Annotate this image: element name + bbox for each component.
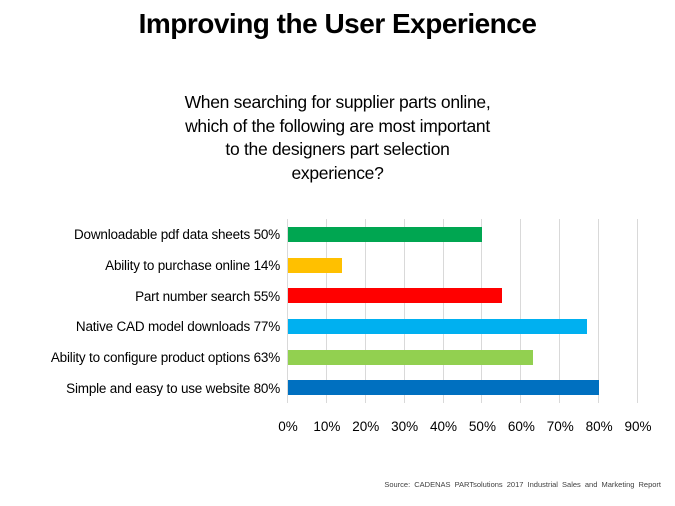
- chart-question: When searching for supplier parts online…: [128, 91, 548, 185]
- page-title: Improving the User Experience: [138, 8, 537, 39]
- gridline: [364, 219, 366, 403]
- x-tick-label: 50%: [468, 419, 496, 434]
- plot-area: [287, 219, 638, 403]
- bar-ability-to-configure-product-options: [288, 349, 533, 365]
- gridline: [559, 219, 561, 403]
- x-tick-label: 70%: [546, 419, 574, 434]
- gridline: [520, 219, 522, 403]
- gridline: [481, 219, 483, 403]
- bar-ability-to-purchase-online: [288, 257, 343, 273]
- gridline: [598, 219, 600, 403]
- bar-simple-and-easy-to-use-website: [288, 380, 600, 396]
- x-tick-label: 30%: [391, 419, 419, 434]
- x-tick-label: 40%: [430, 419, 458, 434]
- bar-part-number-search: [288, 288, 502, 304]
- gridline: [325, 219, 327, 403]
- source-note: Source: CADENAS PARTsolutions 2017 Indus…: [384, 480, 661, 489]
- x-tick-label: 60%: [507, 419, 535, 434]
- gridline: [287, 219, 288, 403]
- x-tick-label: 0%: [278, 419, 298, 434]
- chart-question-line: which of the following are most importan…: [185, 115, 490, 136]
- chart-question-line: When searching for supplier parts online…: [184, 92, 491, 112]
- x-tick-label: 90%: [624, 419, 652, 434]
- category-label: Simple and easy to use website 80%: [66, 380, 280, 396]
- category-label: Ability to purchase online 14%: [105, 258, 280, 273]
- x-tick-label: 20%: [352, 419, 380, 434]
- chart-question-line: to the designers part selection: [225, 139, 450, 159]
- gridline: [403, 219, 405, 403]
- gridline: [637, 219, 638, 403]
- bar-downloadable-pdf-data-sheets: [288, 226, 483, 242]
- category-label: Native CAD model downloads 77%: [75, 319, 280, 335]
- category-label: Part number search 55%: [135, 288, 280, 304]
- bar-native-cad-model-downloads: [288, 318, 588, 334]
- category-label: Ability to configure product options 63%: [50, 350, 280, 365]
- gridline: [442, 219, 444, 403]
- x-tick-label: 80%: [585, 419, 613, 434]
- chart-question-line: experience?: [291, 162, 384, 183]
- x-tick-label: 10%: [313, 419, 341, 434]
- category-label: Downloadable pdf data sheets 50%: [73, 227, 280, 243]
